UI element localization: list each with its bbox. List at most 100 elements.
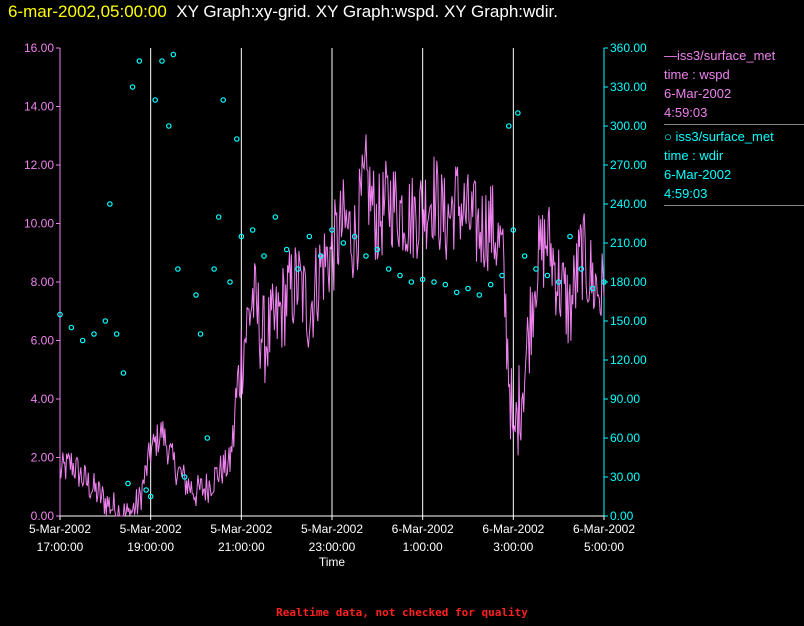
x-tick-time-6: 5:00:00 (584, 540, 624, 554)
wdir-point-23 (215, 214, 222, 220)
x-axis-title: Time (319, 555, 346, 569)
wdir-point-60 (589, 285, 596, 292)
x-tick-date-0: 5-Mar-2002 (29, 522, 91, 536)
wdir-point-20 (197, 331, 204, 337)
wdir-point-24 (220, 97, 227, 103)
x-tick-time-3: 23:00:00 (309, 540, 356, 554)
wdir-point-42 (408, 279, 415, 285)
wdir-point-22 (211, 266, 217, 272)
y-right-tick-label-9: 270.00 (610, 158, 647, 172)
legend-wdir-label: ○ iss3/surface_met (664, 129, 774, 144)
wdir-point-52 (510, 227, 517, 233)
wdir-point-46 (453, 289, 460, 296)
x-tick-date-5: 6-Mar-2002 (482, 522, 544, 536)
wdir-point-48 (476, 292, 483, 298)
wdir-point-28 (249, 227, 256, 233)
wdir-point-35 (329, 227, 335, 233)
quality-note: Realtime data, not checked for quality (276, 606, 528, 619)
wdir-point-5 (107, 201, 113, 207)
wdir-point-15 (166, 123, 172, 129)
wdir-point-44 (431, 279, 437, 285)
wdir-point-34 (317, 253, 324, 259)
x-tick-time-4: 1:00:00 (403, 540, 443, 554)
x-tick-date-4: 6-Mar-2002 (392, 522, 454, 536)
y-left-tick-label-2: 4.00 (31, 392, 55, 406)
wdir-point-12 (147, 493, 154, 500)
legend: —iss3/surface_met time : wspd 6-Mar-2002… (664, 46, 804, 208)
y-right-tick-label-10: 300.00 (610, 119, 647, 133)
wdir-point-9 (129, 84, 136, 90)
y-right-tick-label-4: 120.00 (610, 353, 647, 367)
legend-wdir-date: 6-Mar-2002 (664, 167, 732, 182)
x-tick-date-2: 5-Mar-2002 (210, 522, 272, 536)
wdir-point-37 (351, 233, 358, 240)
legend-wspd-label: —iss3/surface_met (664, 48, 776, 63)
wdir-point-45 (442, 281, 449, 288)
wdir-point-50 (499, 272, 505, 279)
legend-wdir-time: 4:59:03 (664, 186, 708, 201)
wdir-point-10 (136, 58, 143, 64)
y-left-tick-label-8: 16.00 (24, 41, 54, 55)
y-right-tick-label-3: 90.00 (610, 392, 640, 406)
wdir-point-33 (306, 233, 313, 240)
legend-wspd-time: 4:59:03 (664, 105, 708, 120)
legend-wdir: ○ iss3/surface_met time : wdir 6-Mar-200… (664, 127, 804, 206)
wdir-point-61 (601, 279, 607, 285)
wdir-point-56 (544, 272, 551, 279)
wdir-point-17 (175, 266, 181, 272)
x-tick-time-0: 17:00:00 (37, 540, 84, 554)
title-timestamp: 6-mar-2002,05:00:00 (8, 2, 167, 21)
wspd-series-line (59, 134, 605, 517)
wdir-point-19 (193, 292, 199, 298)
wdir-point-41 (397, 272, 403, 279)
legend-wdir-field: time : wdir (664, 148, 724, 163)
legend-wspd-field: time : wspd (664, 67, 730, 82)
y-right-tick-label-8: 240.00 (610, 197, 647, 211)
wdir-point-13 (152, 97, 159, 103)
wdir-point-47 (465, 285, 471, 292)
wdir-point-38 (363, 253, 369, 259)
y-left-tick-label-4: 8.00 (31, 275, 55, 289)
y-right-tick-label-5: 150.00 (610, 314, 647, 328)
wdir-point-58 (567, 233, 573, 240)
y-right-tick-label-2: 60.00 (610, 431, 640, 445)
y-left-tick-label-6: 12.00 (24, 158, 54, 172)
y-right-tick-label-11: 330.00 (610, 80, 647, 94)
wdir-point-49 (487, 281, 494, 288)
x-tick-time-2: 21:00:00 (218, 540, 265, 554)
y-right-tick-label-0: 0.00 (610, 509, 634, 523)
x-tick-time-1: 19:00:00 (127, 540, 174, 554)
x-tick-date-1: 5-Mar-2002 (120, 522, 182, 536)
wdir-point-29 (261, 253, 267, 259)
wdir-point-30 (272, 214, 279, 220)
x-tick-time-5: 3:00:00 (493, 540, 533, 554)
wdir-point-39 (374, 246, 381, 253)
y-right-tick-label-1: 30.00 (610, 470, 640, 484)
wdir-point-4 (102, 318, 109, 324)
y-left-tick-label-3: 6.00 (31, 334, 55, 348)
wdir-point-14 (159, 58, 165, 64)
wdir-point-25 (227, 279, 233, 285)
title-graphs: XY Graph:xy-grid. XY Graph:wspd. XY Grap… (176, 2, 558, 21)
wdir-point-0 (57, 311, 63, 318)
wdir-point-55 (533, 266, 539, 272)
wdir-point-59 (578, 266, 585, 272)
wdir-point-51 (505, 123, 512, 129)
wdir-point-1 (68, 324, 75, 331)
legend-wspd-date: 6-Mar-2002 (664, 86, 732, 101)
wdir-point-18 (181, 474, 188, 480)
y-left-tick-label-1: 2.00 (31, 451, 55, 465)
x-tick-date-6: 6-Mar-2002 (573, 522, 635, 536)
wdir-point-36 (340, 240, 347, 246)
wdir-point-32 (295, 266, 301, 272)
wdir-point-53 (515, 110, 521, 116)
wdir-point-27 (238, 233, 245, 240)
wdir-point-6 (113, 331, 120, 337)
wdir-point-16 (170, 51, 177, 58)
chart-title: 6-mar-2002,05:00:00 XY Graph:xy-grid. XY… (8, 2, 558, 22)
wdir-point-8 (125, 480, 131, 487)
wdir-point-57 (555, 279, 562, 285)
y-left-tick-label-5: 10.00 (24, 217, 54, 231)
y-left-tick-label-0: 0.00 (31, 509, 55, 523)
wdir-point-54 (521, 253, 528, 259)
